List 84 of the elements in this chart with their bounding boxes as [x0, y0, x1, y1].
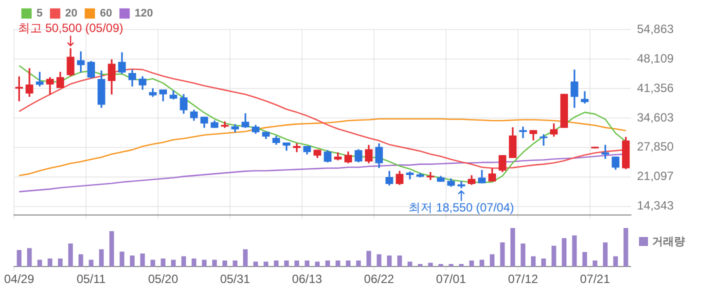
bar: [376, 254, 382, 267]
bar: [572, 235, 577, 267]
bar: [16, 250, 22, 267]
bar: [325, 260, 330, 267]
y-tick-label: 14,343: [637, 198, 674, 213]
x-tick-label: 07/21: [580, 272, 610, 286]
y-tick-label: 34,603: [637, 110, 674, 124]
bar: [500, 242, 505, 267]
bar: [613, 256, 618, 267]
bar: [346, 260, 351, 267]
y-tick-label: 48,109: [637, 51, 674, 66]
bar: [232, 260, 238, 267]
x-tick-label: 05/11: [76, 272, 106, 286]
bar: [469, 260, 474, 267]
bar: [294, 260, 300, 267]
bar: [592, 260, 598, 267]
bar: [356, 260, 361, 267]
bar: [192, 258, 196, 267]
bar: [624, 228, 628, 267]
bar: [438, 264, 444, 267]
x-tick-label: 06/22: [364, 272, 394, 286]
bar: [181, 256, 186, 267]
y-tick-label: 21,097: [637, 169, 674, 184]
bar: [120, 252, 124, 267]
bar: [130, 255, 135, 267]
legend-label: 60: [100, 8, 112, 20]
bar: [274, 260, 279, 267]
legend-label: 120: [134, 8, 153, 20]
bar: [490, 254, 495, 267]
y-tick-label: 54,863: [637, 22, 674, 36]
bar: [99, 249, 104, 267]
bar: [387, 255, 392, 267]
y-tick-label: 41,356: [637, 80, 674, 95]
x-tick-label: 04/29: [4, 272, 34, 286]
bar: [171, 260, 176, 267]
bar: [428, 262, 433, 267]
bar: [510, 228, 516, 267]
x-tick-label: 05/31: [220, 272, 250, 286]
bar: [602, 242, 608, 267]
bar: [264, 262, 268, 267]
bar: [552, 246, 556, 267]
annotation: 최저 18,550 (07/04): [408, 200, 514, 214]
legend-label: 거래량: [652, 235, 685, 249]
x-tick-label: 06/13: [292, 272, 322, 286]
bar: [78, 254, 84, 267]
bar: [304, 260, 310, 267]
bar: [68, 243, 73, 267]
x-tick-label: 07/01: [436, 272, 466, 286]
bar: [284, 260, 289, 267]
bar: [458, 264, 464, 267]
bar: [315, 262, 320, 267]
legend-label: 20: [65, 8, 78, 20]
bar: [88, 260, 94, 267]
bar: [408, 262, 412, 267]
candlestick: [519, 126, 527, 138]
bar: [243, 249, 248, 267]
legend-label: 5: [36, 8, 43, 20]
bar: [366, 250, 372, 267]
bar: [520, 243, 526, 267]
bar: [541, 258, 546, 267]
bar: [109, 231, 114, 267]
y-tick-label: 27,850: [637, 140, 674, 154]
bar: [27, 248, 32, 267]
bar: [448, 264, 454, 267]
bar: [140, 254, 145, 267]
bar: [418, 264, 423, 267]
bar: [58, 258, 63, 267]
bar: [222, 260, 228, 267]
bar: [37, 260, 42, 267]
bar: [150, 260, 156, 267]
x-tick-label: 07/12: [508, 272, 538, 286]
bar: [202, 260, 207, 267]
bar: [562, 238, 566, 267]
bar: [397, 255, 402, 267]
x-tick-label: 05/20: [148, 272, 178, 286]
bar: [48, 258, 52, 267]
bar: [160, 258, 166, 267]
bar: [582, 252, 588, 267]
bar: [212, 260, 217, 267]
bar: [480, 260, 484, 267]
bar: [336, 260, 340, 267]
bar: [530, 256, 536, 267]
annotation: 최고 50,500 (05/09): [18, 20, 124, 35]
bar: [253, 262, 258, 267]
